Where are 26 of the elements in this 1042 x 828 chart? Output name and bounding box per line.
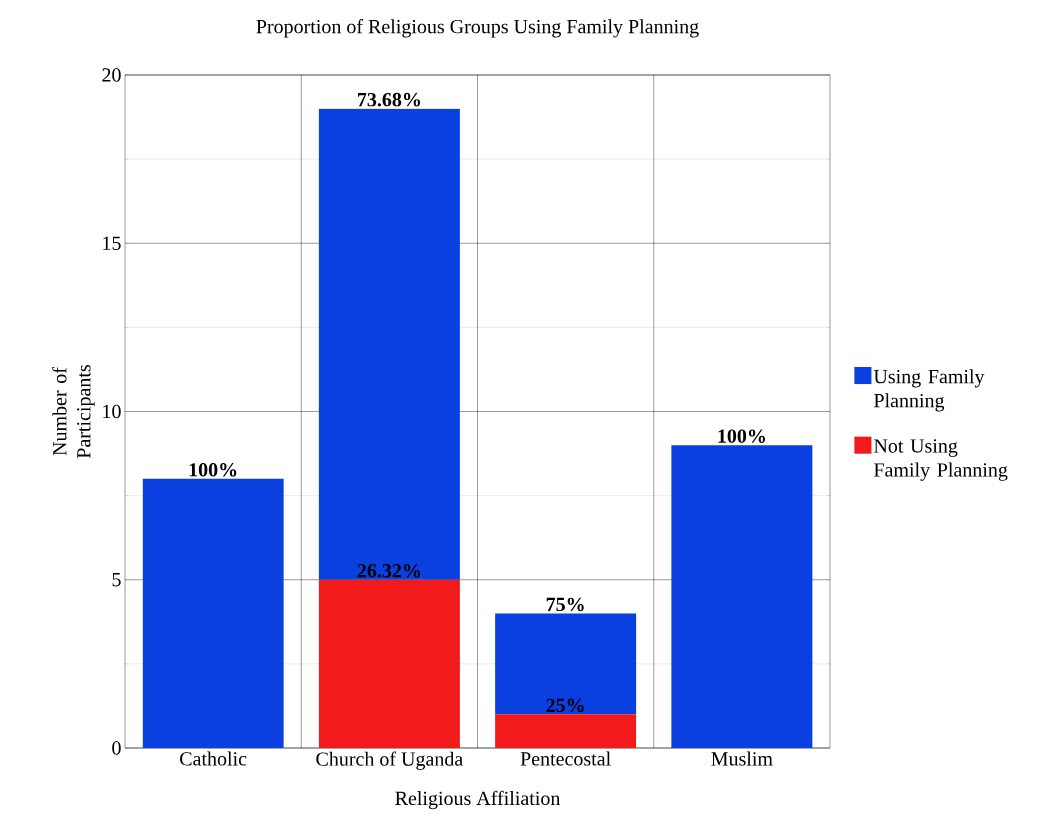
y-tick-label: 15 — [103, 236, 121, 250]
bar — [318, 108, 460, 580]
legend-label: Not Using Family Planning — [874, 439, 1008, 481]
x-tick-label: Pentecostal — [520, 751, 611, 766]
y-tick-label: 20 — [102, 68, 121, 82]
bar — [495, 613, 637, 715]
bar — [318, 579, 460, 748]
annotation: 100% — [189, 463, 237, 477]
annotation: 73.68% — [358, 92, 420, 107]
annotation: 26.32% — [357, 563, 420, 578]
x-tick-label: Church of Uganda — [316, 751, 463, 770]
y-tick-label: 0 — [112, 741, 121, 755]
x-axis-title: Religious Affiliation — [395, 790, 561, 810]
bar — [671, 445, 813, 748]
bar — [142, 478, 284, 748]
y-tick-label: 5 — [112, 573, 121, 587]
x-tick-label: Muslim — [711, 751, 773, 766]
legend-label: Using Family Planning — [873, 369, 985, 412]
annotation: 75% — [546, 597, 584, 612]
bar — [495, 714, 637, 748]
annotation: 100% — [718, 429, 765, 443]
x-tick-label: Catholic — [180, 751, 247, 766]
chart-title: Proportion of Religious Groups Using Family Planning — [256, 19, 699, 38]
y-tick-label: 10 — [103, 404, 121, 419]
annotation: 25% — [546, 698, 584, 713]
y-axis-title: Number of Participants — [52, 364, 95, 459]
